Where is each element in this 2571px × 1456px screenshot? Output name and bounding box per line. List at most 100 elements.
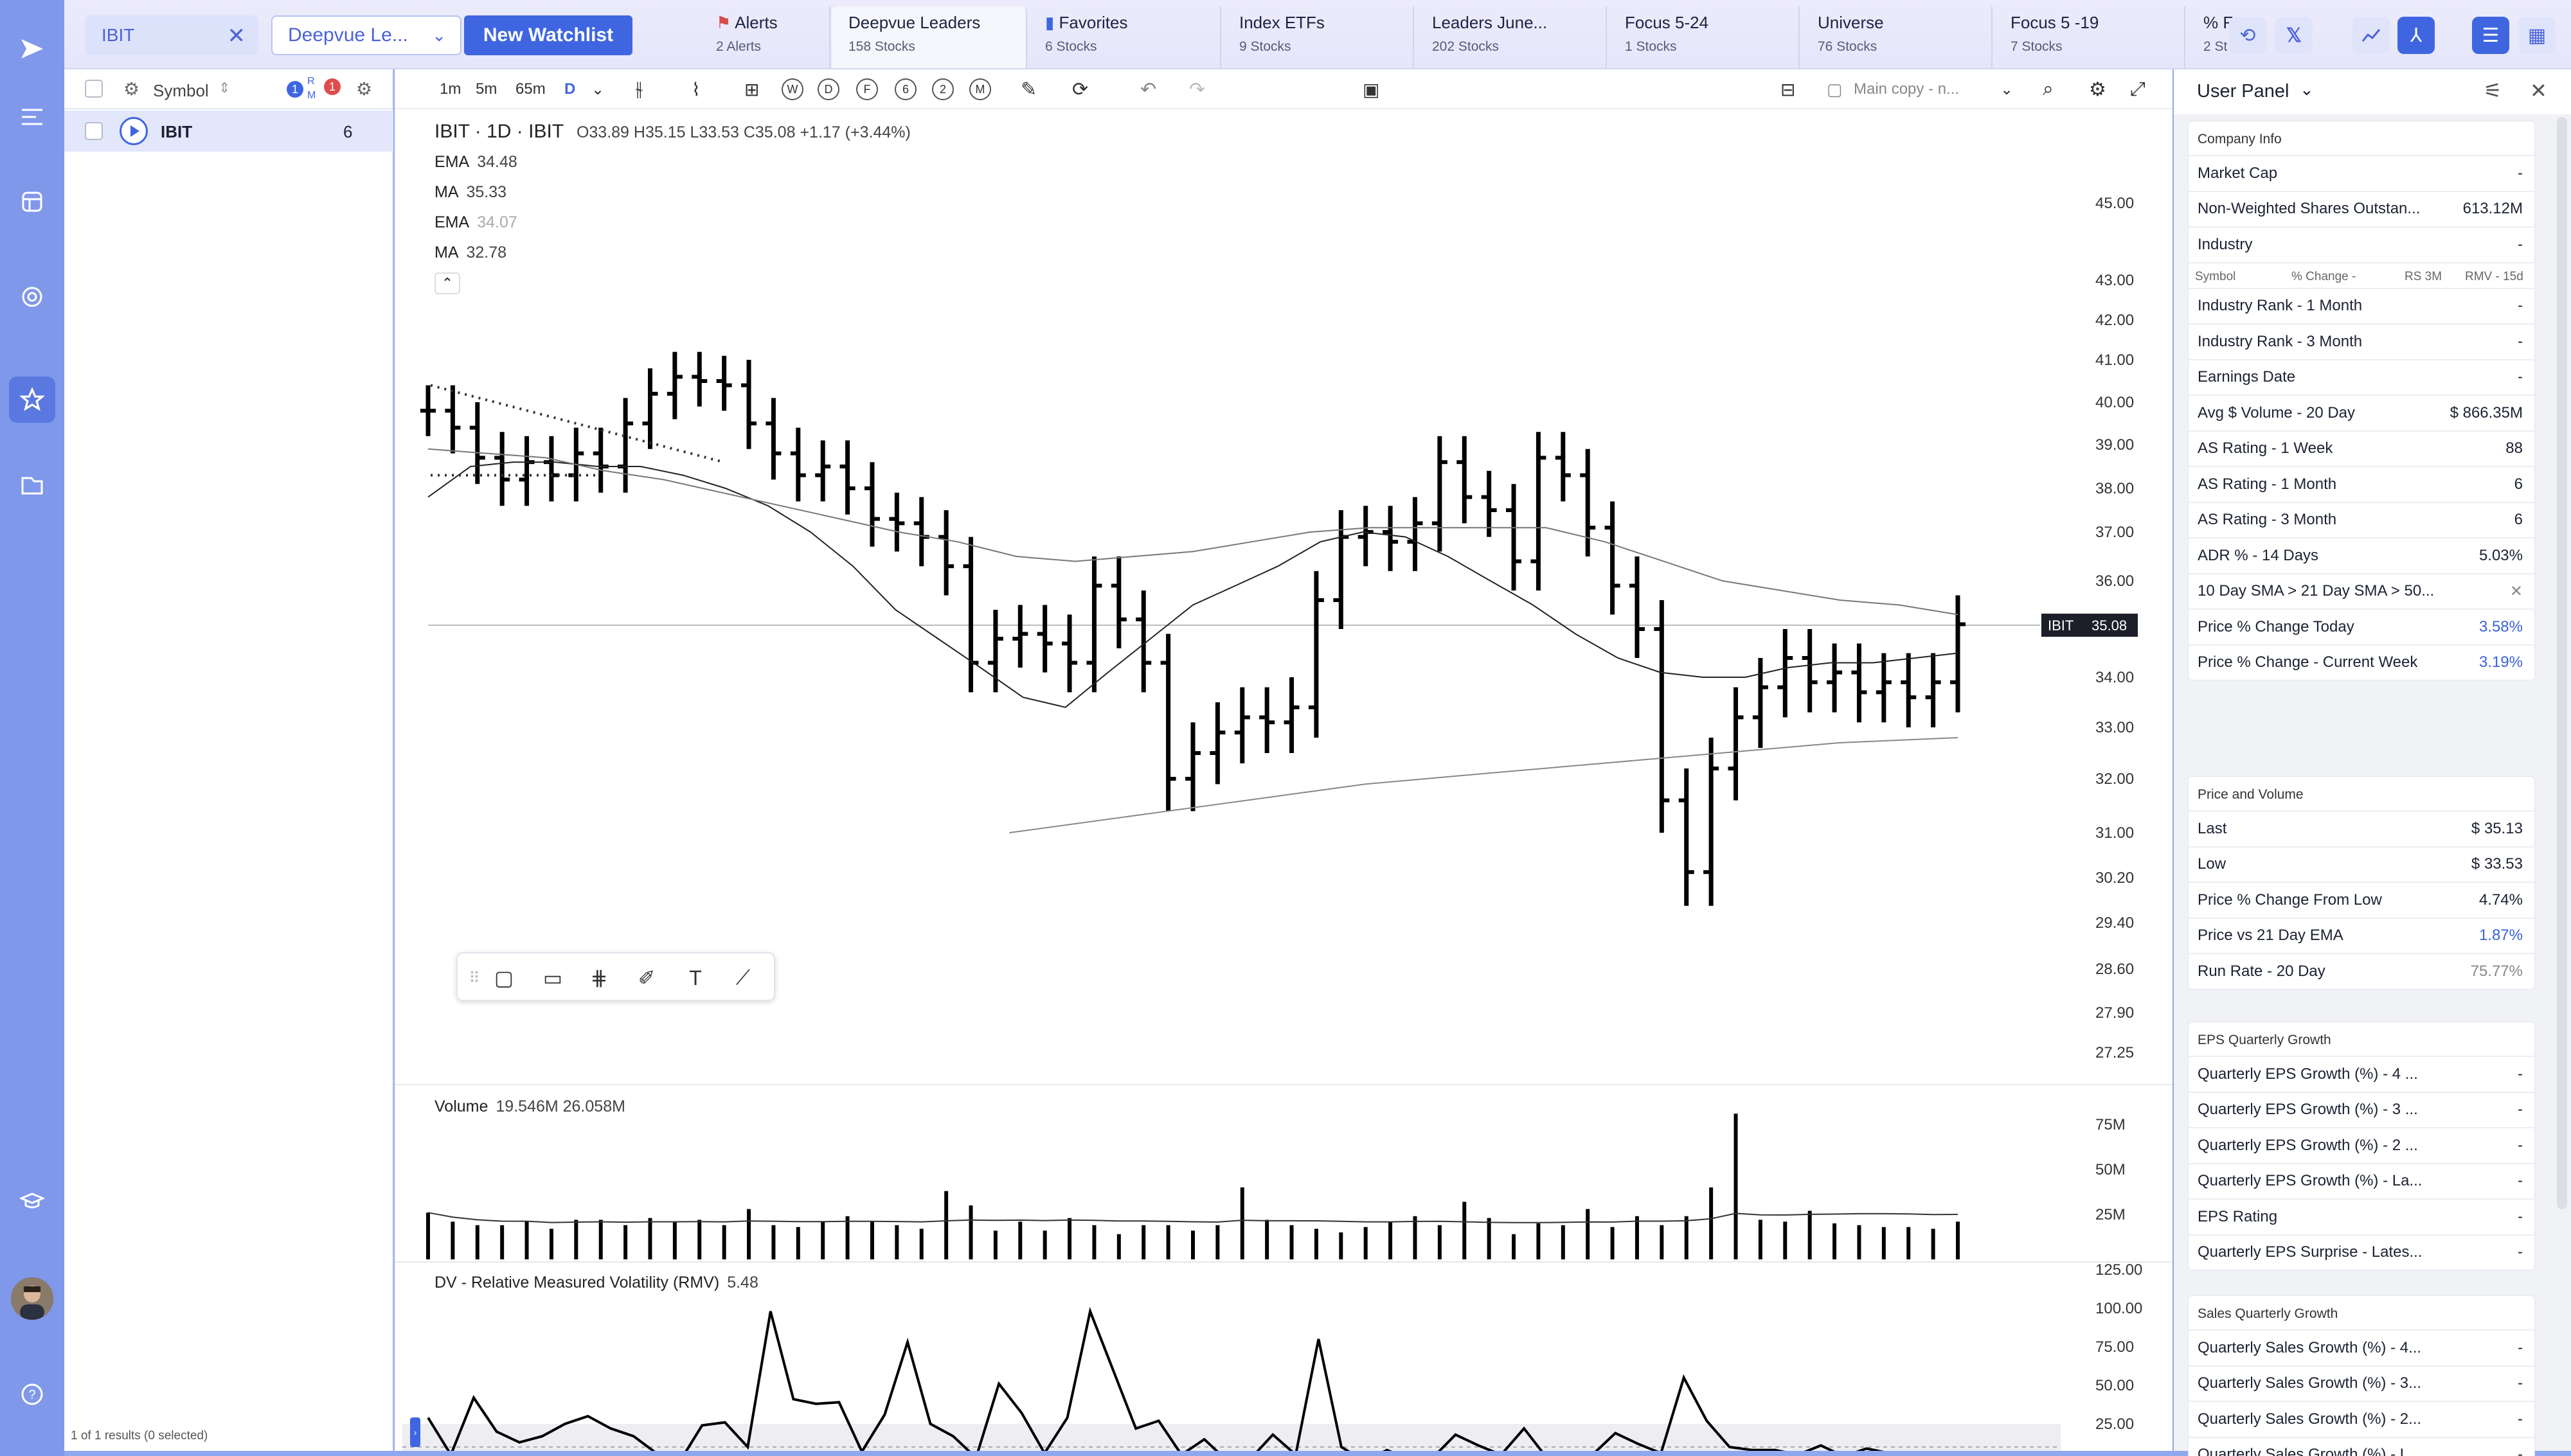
calendar-icon[interactable]: ▣ — [1363, 79, 1380, 100]
search-icon[interactable]: ⌕ — [2043, 78, 2054, 100]
text-tool-icon[interactable]: T — [689, 966, 702, 990]
tab-alerts[interactable]: ⚑ Alerts 2 Alerts — [699, 6, 830, 68]
panel-row[interactable]: Quarterly EPS Surprise - Lates... - — [2189, 1234, 2534, 1270]
chart-line-icon[interactable] — [2352, 17, 2390, 54]
panel-scrollbar[interactable] — [2557, 117, 2567, 1209]
interval-1m[interactable]: 1m — [440, 80, 461, 98]
panel-row[interactable]: AS Rating - 1 Month 6 — [2189, 466, 2534, 502]
line-tool-icon[interactable]: ⟋ — [735, 966, 751, 989]
period-m[interactable]: M — [969, 78, 991, 100]
panel-row[interactable]: Quarterly EPS Growth (%) - 4 ... - — [2189, 1056, 2534, 1092]
folder-icon[interactable]: ▢ — [1827, 79, 1843, 99]
layout-split-icon[interactable]: ⅄ — [2397, 17, 2435, 54]
brush-tool-icon[interactable]: ✐ — [638, 966, 656, 990]
redo-icon[interactable]: ↷ — [1189, 78, 1206, 100]
panel-row[interactable]: Quarterly Sales Growth (%) - L... - — [2189, 1436, 2534, 1456]
tab-deepvue-leaders[interactable]: Deepvue Leaders 158 Stocks — [832, 6, 1027, 68]
tab-focus-5-19[interactable]: Focus 5 -19 7 Stocks — [1994, 6, 2185, 68]
symbol-column-header[interactable]: Symbol — [153, 81, 209, 100]
tab-index-etfs[interactable]: Index ETFs 9 Stocks — [1223, 6, 1414, 68]
templates-icon[interactable]: ⊞ — [744, 79, 760, 100]
interval-5m[interactable]: 5m — [476, 80, 497, 98]
tab-focus-5-24[interactable]: Focus 5-24 1 Stocks — [1608, 6, 1800, 68]
panel-row[interactable]: Quarterly Sales Growth (%) - 2... - — [2189, 1401, 2534, 1437]
period-d[interactable]: D — [818, 78, 839, 100]
layout-dropdown-icon[interactable]: ⌄ — [2000, 80, 2014, 98]
panel-row[interactable]: Market Cap - — [2189, 155, 2534, 191]
expand-panel-icon[interactable]: › — [410, 1417, 420, 1447]
list-view-icon[interactable]: ☰ — [2472, 17, 2509, 54]
symbol-search-input[interactable]: IBIT ✕ — [85, 15, 258, 55]
watchlist-select[interactable]: Deepvue Le... ⌄ — [271, 15, 461, 55]
select-all-checkbox[interactable] — [85, 80, 103, 98]
row-checkbox[interactable] — [85, 122, 103, 140]
panel-row[interactable]: Quarterly EPS Growth (%) - 2 ... - — [2189, 1127, 2534, 1163]
help-icon[interactable]: ? — [17, 1379, 48, 1410]
period-f[interactable]: F — [856, 78, 878, 100]
star-icon[interactable] — [9, 377, 55, 423]
refresh-icon[interactable]: ⟳ — [1072, 78, 1089, 100]
panel-row[interactable]: Price vs 21 Day EMA 1.87% — [2189, 917, 2534, 954]
learn-icon[interactable] — [17, 1186, 48, 1217]
undo-icon[interactable]: ↶ — [1140, 78, 1157, 100]
comment-tool-icon[interactable]: ▭ — [542, 966, 563, 990]
tab-universe[interactable]: Universe 76 Stocks — [1801, 6, 1993, 68]
close-icon[interactable]: ✕ — [2530, 79, 2547, 102]
fib-tool-icon[interactable]: ⋕ — [590, 966, 608, 990]
sliders-icon[interactable]: ⚟ — [2484, 79, 2502, 102]
tab-favorites[interactable]: ▮ Favorites 6 Stocks — [1028, 6, 1221, 68]
tab-percent[interactable]: % F 2 St — [2203, 13, 2234, 54]
rectangle-tool-icon[interactable]: ▢ — [494, 966, 514, 990]
panel-row[interactable]: Industry Rank - 1 Month - — [2189, 287, 2534, 324]
panel-row[interactable]: Price % Change Today 3.58% — [2189, 608, 2534, 644]
period-2[interactable]: 2 — [932, 78, 954, 100]
drag-handle-icon[interactable]: ⠿ — [469, 969, 480, 987]
panel-row[interactable]: Quarterly Sales Growth (%) - 3... - — [2189, 1365, 2534, 1401]
panel-row[interactable]: Price % Change - Current Week 3.19% — [2189, 644, 2534, 680]
chart-settings-icon[interactable]: ⚙ — [2089, 78, 2106, 100]
price-chart[interactable]: 45.00 43.00 42.00 41.00 40.00 39.00 38.00 37.00… — [395, 109, 2172, 1451]
period-6[interactable]: 6 — [895, 78, 917, 100]
panel-row[interactable]: 10 Day SMA > 21 Day SMA > 50... ✕ — [2189, 573, 2534, 609]
panel-row[interactable]: Quarterly Sales Growth (%) - 4... - — [2189, 1329, 2534, 1365]
indicator-ema-1[interactable]: EMA 34.48 — [434, 153, 517, 171]
menu-icon[interactable] — [17, 102, 48, 132]
panel-row[interactable]: Industry - — [2189, 226, 2534, 262]
settings-icon[interactable]: ⚙ — [123, 79, 140, 99]
panel-row[interactable]: Low $ 33.53 — [2189, 846, 2534, 882]
panel-row[interactable]: Last $ 35.13 — [2189, 810, 2534, 846]
indicator-ema-2[interactable]: EMA 34.07 — [434, 213, 517, 231]
avatar[interactable] — [11, 1277, 53, 1320]
chevron-down-icon[interactable]: ⌄ — [2300, 80, 2314, 99]
panel-row[interactable]: ADR % - 14 Days 5.03% — [2189, 537, 2534, 573]
panel-row[interactable]: AS Rating - 3 Month 6 — [2189, 501, 2534, 538]
indicator-ma-2[interactable]: MA 32.78 — [434, 244, 507, 262]
tab-leaders-june[interactable]: Leaders June... 202 Stocks — [1415, 6, 1607, 68]
sort-icon[interactable]: ⇕ — [219, 80, 231, 96]
bar-style-icon[interactable]: ⫳ — [635, 78, 643, 100]
play-folder-icon[interactable] — [17, 470, 48, 501]
interval-d[interactable]: D — [564, 80, 576, 98]
user-panel-title[interactable]: User Panel — [2197, 81, 2289, 102]
interval-65m[interactable]: 65m — [515, 80, 546, 98]
interval-dropdown-icon[interactable]: ⌄ — [591, 80, 605, 98]
fullscreen-icon[interactable]: ⤢ — [2130, 78, 2145, 100]
indicators-icon[interactable]: ⌇ — [692, 79, 701, 100]
layout-icon[interactable]: ⊟ — [1780, 79, 1796, 100]
gear-icon[interactable]: ⚙ — [356, 79, 373, 99]
clear-icon[interactable]: ✕ — [227, 24, 246, 48]
panel-row[interactable]: Quarterly EPS Growth (%) - 3 ... - — [2189, 1091, 2534, 1128]
watchlist-row[interactable]: IBIT 6 — [64, 111, 393, 152]
collapse-legend-icon[interactable]: ⌃ — [434, 272, 460, 294]
share-icon[interactable]: ⟲ — [2229, 17, 2266, 54]
panel-row[interactable]: Price % Change From Low 4.74% — [2189, 882, 2534, 918]
screens-icon[interactable] — [17, 186, 48, 217]
period-w[interactable]: W — [782, 78, 803, 100]
panel-row[interactable]: EPS Rating - — [2189, 1198, 2534, 1234]
radar-icon[interactable] — [17, 281, 48, 312]
panel-row[interactable]: Run Rate - 20 Day 75.77% — [2189, 953, 2534, 989]
indicator-ma-1[interactable]: MA 35.33 — [434, 183, 507, 201]
panel-row[interactable]: AS Rating - 1 Week 88 — [2189, 430, 2534, 466]
panel-row[interactable]: Industry Rank - 3 Month - — [2189, 323, 2534, 359]
panel-row[interactable]: Non-Weighted Shares Outstan... 613.12M — [2189, 190, 2534, 227]
